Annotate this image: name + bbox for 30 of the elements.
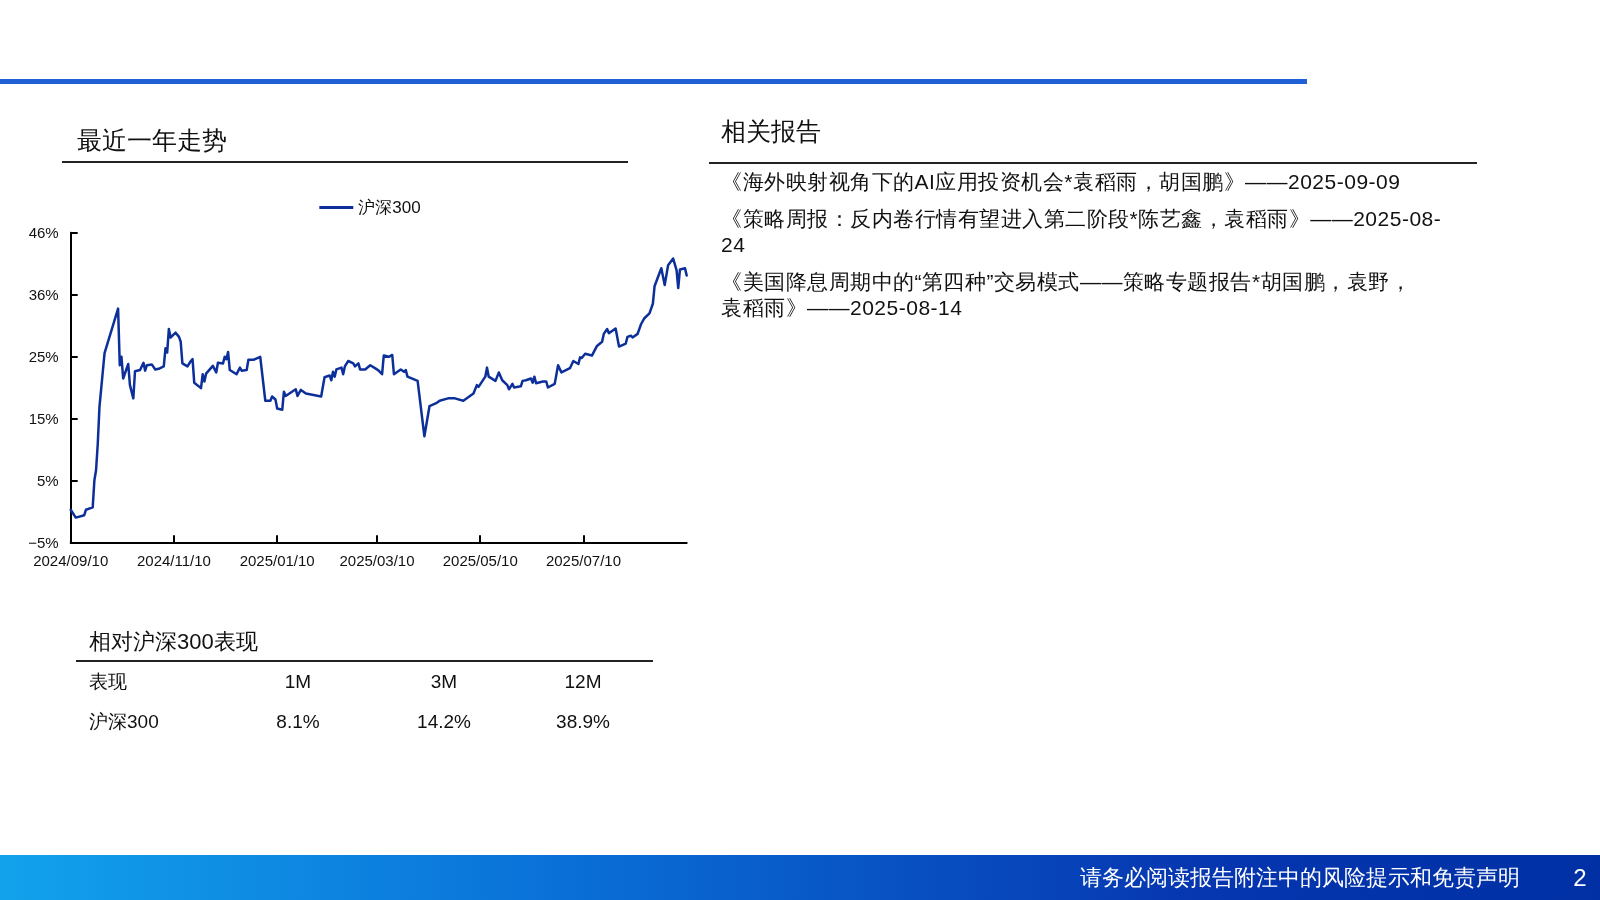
text: 12M (564, 669, 602, 694)
text: 1M (284, 669, 312, 694)
x-tick-label: 2025/07/10 (545, 552, 622, 570)
text: 相对沪深300表现 (89, 627, 258, 656)
text: 2 (1573, 862, 1587, 893)
x-tick-label: 2024/11/10 (136, 552, 211, 570)
y-tick-label: 25% (28, 348, 59, 366)
line-series (69, 257, 688, 519)
y-tick-label: 46% (28, 224, 59, 242)
y-tick-label: 36% (28, 286, 59, 304)
text: 8.1% (276, 709, 320, 734)
x-tick-label: 2025/03/10 (339, 552, 415, 570)
chart-title: 最近一年走势 (77, 125, 227, 154)
text: 38.9% (556, 709, 610, 734)
legend-label: 沪深300 (358, 198, 421, 217)
x-tick-label: 2024/09/10 (33, 552, 109, 570)
text: 《美国降息周期中的“第四种”交易模式——策略专题报告*胡国鹏，袁野，袁稻雨》——2025-08-14 (721, 269, 1413, 321)
text: 《海外映射视角下的AI应用投资机会*袁稻雨，胡国鹏》——2025-09-09 (721, 169, 1402, 195)
text: 请务必阅读报告附注中的风险提示和免责声明 (1080, 863, 1520, 892)
text: 表现 (89, 669, 127, 694)
text: 相关报告 (721, 115, 821, 147)
y-tick-label: 5% (37, 471, 59, 489)
text: 《策略周报：反内卷行情有望进入第二阶段*陈艺鑫，袁稻雨》——2025-08-24 (721, 206, 1443, 258)
text: 沪深300 (89, 709, 159, 734)
y-tick-label: −5% (28, 533, 59, 551)
text: 14.2% (417, 709, 471, 734)
text: 3M (430, 669, 458, 694)
x-tick-label: 2025/01/10 (239, 552, 315, 570)
x-tick-label: 2025/05/10 (442, 552, 518, 570)
y-tick-label: 15% (28, 409, 59, 427)
